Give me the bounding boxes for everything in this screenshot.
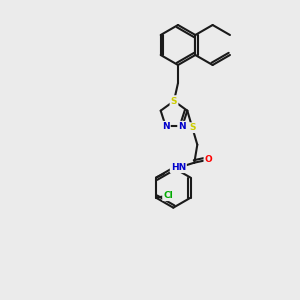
Text: HN: HN: [171, 163, 186, 172]
Text: N: N: [162, 122, 169, 131]
Text: S: S: [171, 97, 177, 106]
Text: O: O: [204, 155, 212, 164]
Text: N: N: [162, 122, 169, 131]
Text: S: S: [171, 97, 177, 106]
Text: S: S: [189, 123, 196, 132]
Text: N: N: [178, 122, 186, 131]
Text: N: N: [178, 122, 186, 131]
Text: Cl: Cl: [163, 191, 173, 200]
Text: S: S: [171, 97, 177, 106]
